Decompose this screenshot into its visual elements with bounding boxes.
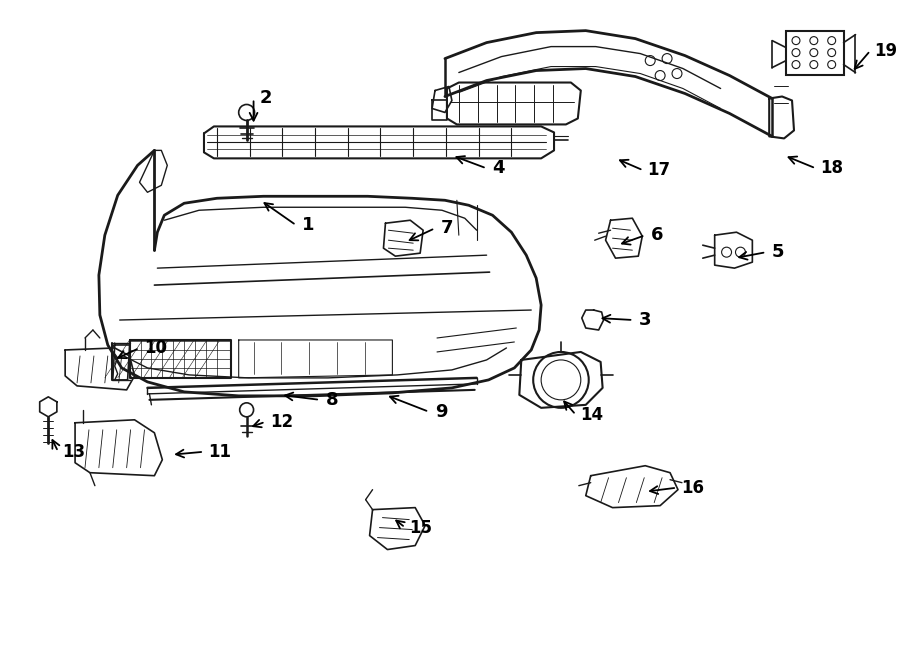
Text: 11: 11: [208, 443, 231, 461]
Text: 10: 10: [144, 339, 166, 357]
Text: 16: 16: [681, 479, 705, 496]
Text: 9: 9: [435, 403, 447, 421]
Text: 19: 19: [875, 42, 898, 59]
Text: 5: 5: [772, 243, 785, 261]
Text: 7: 7: [441, 219, 454, 237]
Text: 2: 2: [259, 89, 272, 108]
Text: 3: 3: [639, 311, 652, 329]
Text: 18: 18: [820, 159, 843, 177]
Bar: [786, 30, 843, 75]
Text: 15: 15: [410, 519, 433, 537]
Text: 1: 1: [302, 216, 314, 234]
Text: 6: 6: [651, 226, 663, 244]
Text: 12: 12: [270, 413, 292, 431]
Text: 13: 13: [62, 443, 86, 461]
Text: 14: 14: [580, 406, 603, 424]
Text: 17: 17: [648, 161, 670, 179]
Text: 8: 8: [326, 391, 338, 409]
Text: 4: 4: [492, 159, 505, 177]
